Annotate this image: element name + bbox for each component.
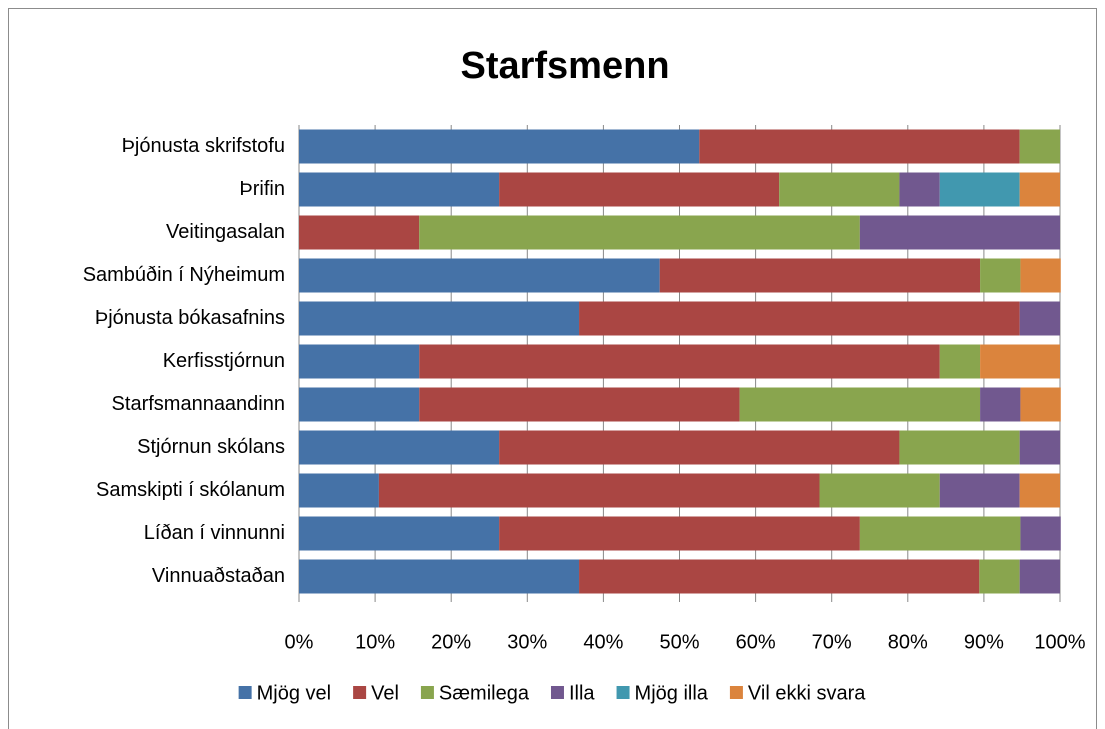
bar-segment xyxy=(1019,430,1060,465)
bar-segment xyxy=(299,387,420,422)
bar-segment xyxy=(779,172,900,207)
bar-segment xyxy=(1019,559,1060,594)
x-tick-label: 20% xyxy=(431,631,471,653)
x-tick-label: 70% xyxy=(812,631,852,653)
legend-label: Sæmilega xyxy=(439,682,530,704)
y-tick-label: Vinnuaðstaðan xyxy=(152,565,285,587)
legend-label: Vel xyxy=(371,682,399,704)
bar-segment xyxy=(1019,172,1060,207)
bar-segment xyxy=(939,344,981,379)
y-tick-label: Sambúðin í Nýheimum xyxy=(83,264,285,286)
x-tick-label: 30% xyxy=(507,631,547,653)
x-tick-label: 40% xyxy=(583,631,623,653)
y-tick-label: Veitingasalan xyxy=(166,221,285,243)
bar-segment xyxy=(499,430,900,465)
bar-segment xyxy=(819,473,940,508)
x-tick-label: 50% xyxy=(659,631,699,653)
bar-segment xyxy=(859,215,1060,250)
x-tick-label: 80% xyxy=(888,631,928,653)
bar-segment xyxy=(1020,258,1061,293)
bar-segment xyxy=(579,301,1020,336)
bar-segment xyxy=(1020,387,1061,422)
y-tick-label: Kerfisstjórnun xyxy=(163,350,285,372)
bar-segment xyxy=(739,387,981,422)
x-tick-label: 100% xyxy=(1034,631,1085,653)
bar-segment xyxy=(299,430,500,465)
legend-swatch xyxy=(238,686,252,699)
bar-segment xyxy=(299,258,660,293)
x-tick-label: 90% xyxy=(964,631,1004,653)
bar-segment xyxy=(1020,516,1061,551)
bar-segment xyxy=(859,516,1021,551)
legend-label: Mjög vel xyxy=(257,682,331,704)
bar-segment xyxy=(378,473,820,508)
bar-segment xyxy=(299,172,500,207)
legend-swatch xyxy=(420,686,434,699)
y-tick-label: Þjónusta bókasafnins xyxy=(95,307,285,329)
bar-segment xyxy=(499,516,860,551)
bar-segment xyxy=(579,559,980,594)
bar-segment xyxy=(980,258,1021,293)
legend-swatch xyxy=(616,686,630,699)
chart-title: Starfsmenn xyxy=(460,45,669,87)
bar-segment xyxy=(980,387,1021,422)
bar-segment xyxy=(499,172,780,207)
bar-segment xyxy=(939,172,1020,207)
bar-segment xyxy=(1019,473,1060,508)
bar-segment xyxy=(699,129,1020,164)
x-tick-label: 10% xyxy=(355,631,395,653)
legend-label: Illa xyxy=(569,682,595,704)
y-tick-label: Starfsmannaandinn xyxy=(112,393,285,415)
legend-label: Vil ekki svara xyxy=(748,682,866,704)
bar-segment xyxy=(659,258,981,293)
bar-segment xyxy=(299,559,580,594)
bar-segment xyxy=(299,129,700,164)
legend-swatch xyxy=(550,686,564,699)
legend-label: Mjög illa xyxy=(635,682,709,704)
y-tick-label: Samskipti í skólanum xyxy=(96,479,285,501)
bar-segment xyxy=(939,473,1020,508)
bar-segment xyxy=(299,215,420,250)
bar-segment xyxy=(299,301,580,336)
y-tick-label: Þrifin xyxy=(239,178,285,200)
x-tick-label: 0% xyxy=(285,631,314,653)
bar-segment xyxy=(299,516,500,551)
bar-segment xyxy=(980,344,1060,379)
bar-segment xyxy=(419,387,740,422)
bar-segment xyxy=(419,344,940,379)
bar-segment xyxy=(979,559,1020,594)
y-tick-label: Þjónusta skrifstofu xyxy=(122,135,285,157)
legend-swatch xyxy=(729,686,743,699)
y-tick-label: Stjórnun skólans xyxy=(137,436,285,458)
bar-segment xyxy=(1019,129,1060,164)
bar-segment xyxy=(899,172,940,207)
bar-segment xyxy=(299,344,420,379)
legend-swatch xyxy=(353,686,367,699)
bar-segment xyxy=(299,473,379,508)
x-tick-label: 60% xyxy=(736,631,776,653)
bar-segment xyxy=(899,430,1020,465)
y-tick-label: Líðan í vinnunni xyxy=(144,522,285,544)
bar-segment xyxy=(1019,301,1060,336)
bar-segment xyxy=(419,215,860,250)
